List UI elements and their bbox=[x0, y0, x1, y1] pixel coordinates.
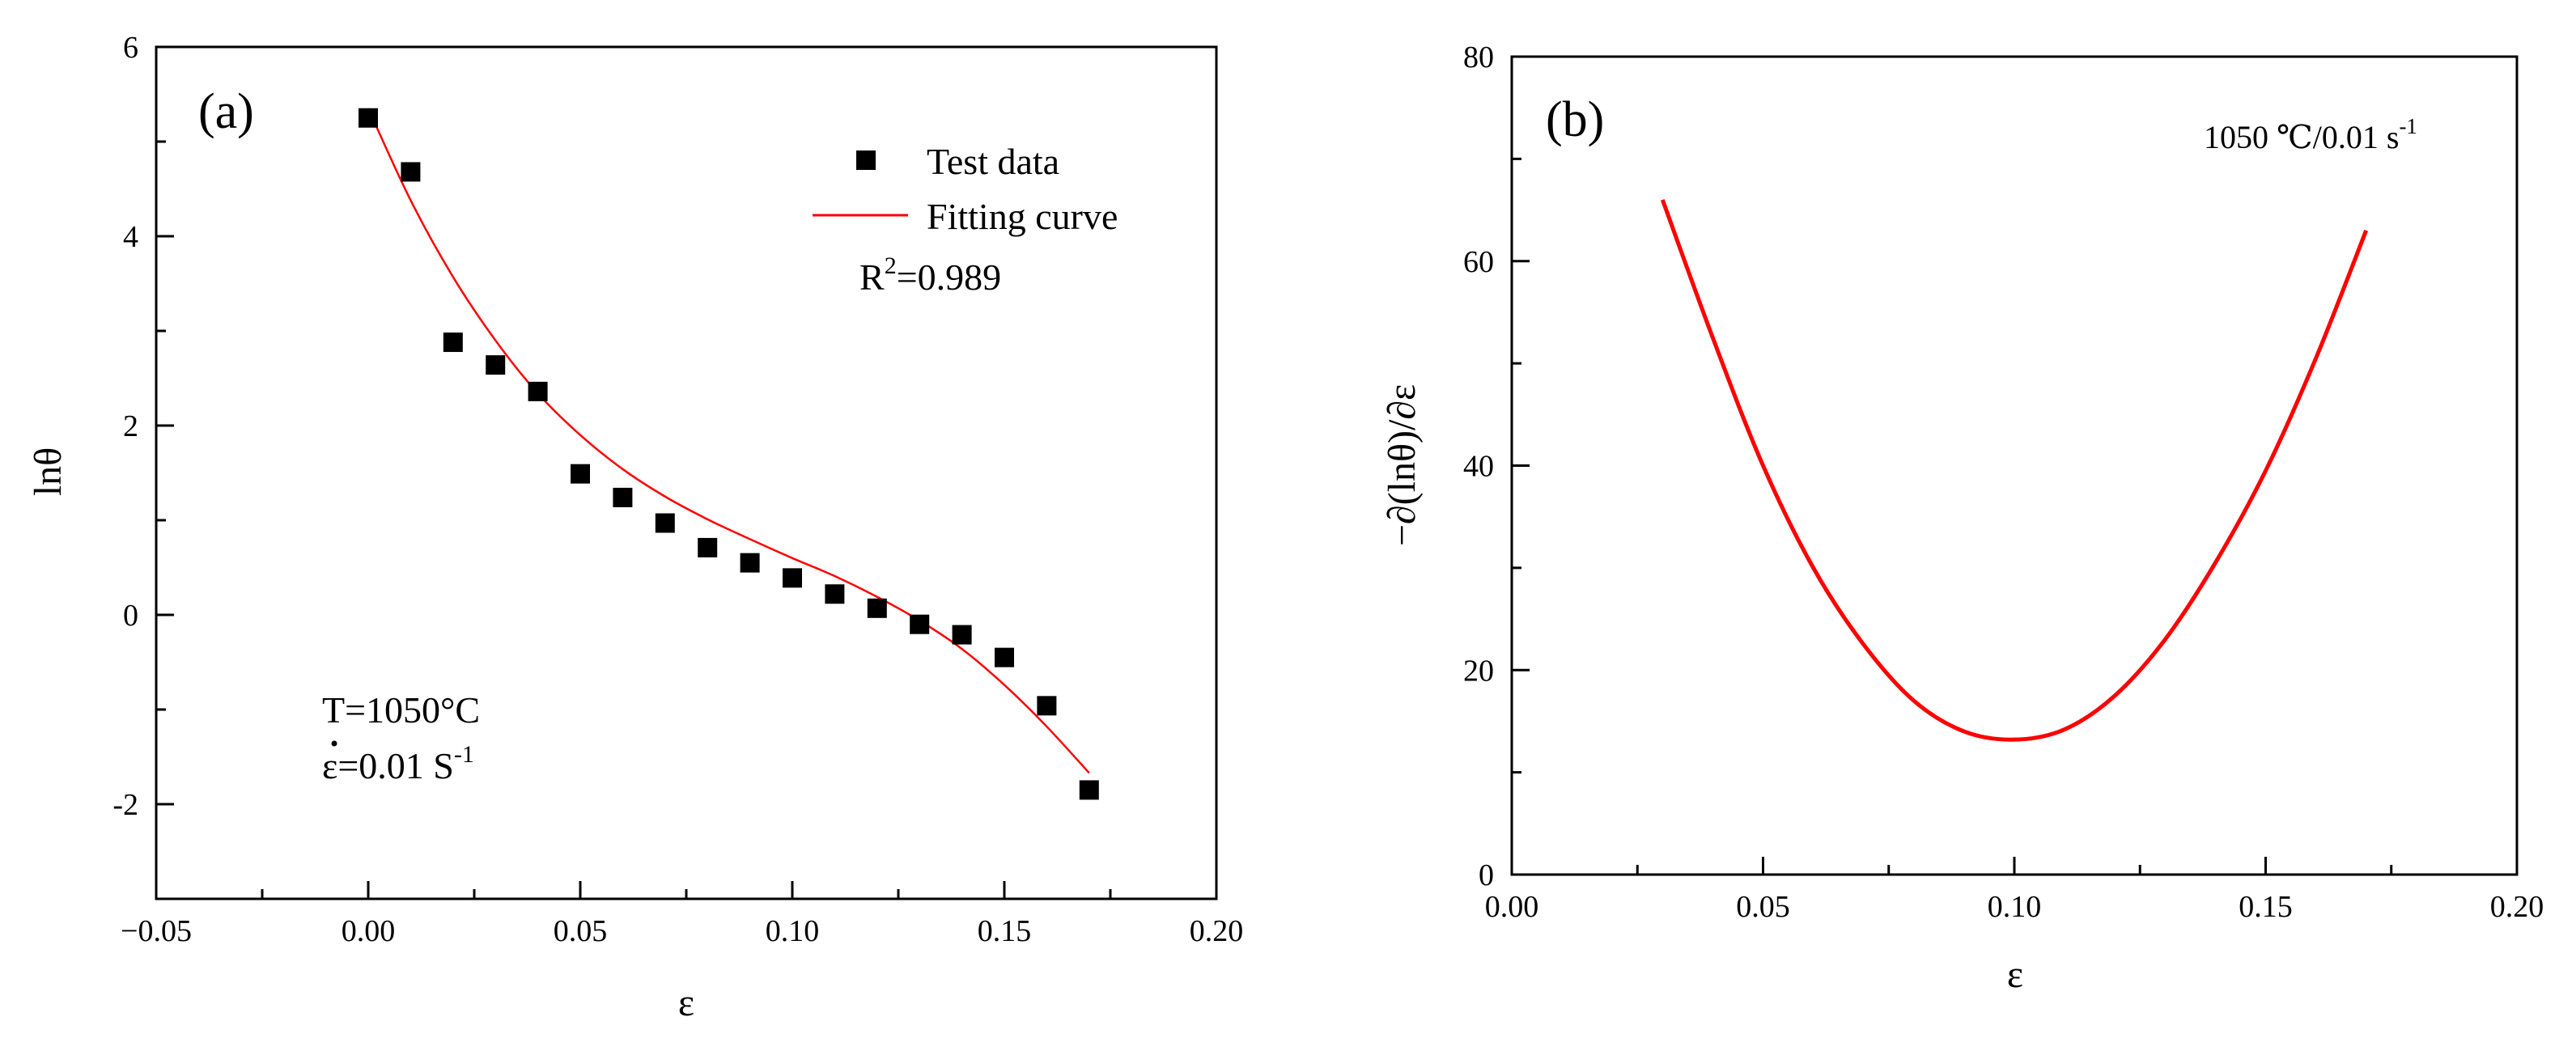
data-point bbox=[655, 513, 675, 533]
data-point bbox=[740, 553, 760, 573]
strain-rate-dot bbox=[331, 740, 337, 747]
data-point bbox=[995, 647, 1014, 667]
y-tick-label: -2 bbox=[112, 788, 138, 822]
series-line-ln bbox=[1660, 199, 2369, 742]
data-point bbox=[359, 108, 378, 128]
y-tick-label: 0 bbox=[123, 599, 138, 633]
data-point bbox=[571, 464, 590, 484]
condition-sup: -1 bbox=[2399, 114, 2417, 138]
strain-rate-sup: -1 bbox=[454, 741, 474, 768]
condition-base: 1050 ℃/0.01 s bbox=[2204, 119, 2399, 155]
r-squared-value: =0.989 bbox=[897, 256, 1001, 298]
panel-a-y-tick-labels: -2 0 2 4 6 bbox=[112, 31, 138, 822]
panel-b-plot-frame bbox=[1510, 55, 2519, 876]
panel-b-y-axis-title: −∂(lnθ)/∂ε bbox=[1381, 384, 1424, 546]
panel-b-y-tick-labels: 0 20 40 60 80 bbox=[1463, 40, 1494, 892]
x-tick-label: 0.05 bbox=[554, 914, 608, 948]
y-tick-label: 80 bbox=[1463, 40, 1494, 74]
y-tick-label: 4 bbox=[123, 220, 138, 254]
panel-b-ticks bbox=[1510, 55, 2519, 876]
y-tick-label: 6 bbox=[123, 31, 138, 65]
x-tick-label: 0.20 bbox=[2490, 890, 2544, 924]
data-point bbox=[613, 487, 633, 507]
y-tick-label: 20 bbox=[1463, 654, 1494, 688]
panel-a-legend: Test data Fitting curve bbox=[813, 141, 1118, 237]
strain-rate-base: ε=0.01 S bbox=[322, 745, 454, 786]
x-tick-label: 0.00 bbox=[342, 914, 396, 948]
x-tick-label: 0.00 bbox=[1485, 890, 1539, 924]
x-tick-label: 0.15 bbox=[978, 914, 1032, 948]
data-point bbox=[867, 598, 887, 618]
panel-a: −0.05 0.00 0.05 0.10 0.15 0.20 -2 0 2 4 6 (a) Tes… bbox=[27, 31, 1243, 1024]
y-tick-label: 60 bbox=[1463, 245, 1494, 279]
data-point bbox=[1037, 696, 1057, 716]
panel-a-x-axis-title: ε bbox=[678, 981, 694, 1024]
r-squared-sup: 2 bbox=[885, 252, 897, 279]
y-tick-label: 40 bbox=[1463, 450, 1494, 484]
r-squared-base: R bbox=[859, 256, 885, 298]
x-tick-label: 0.10 bbox=[766, 914, 820, 948]
x-tick-label: −0.05 bbox=[121, 914, 192, 948]
condition-annotation: 1050 ℃/0.01 s-1 bbox=[2204, 114, 2417, 155]
panel-a-y-axis-title: lnθ bbox=[27, 447, 70, 496]
data-point bbox=[783, 568, 802, 588]
data-point bbox=[1079, 780, 1099, 800]
x-tick-label: 0.15 bbox=[2239, 890, 2293, 924]
legend-label-test-data: Test data bbox=[927, 141, 1059, 182]
panel-b-x-axis-title: ε bbox=[2007, 953, 2023, 996]
r-squared-annotation: R2=0.989 bbox=[859, 252, 1001, 298]
data-point bbox=[910, 614, 930, 634]
data-point bbox=[952, 625, 972, 645]
data-point bbox=[443, 333, 463, 353]
panel-a-test-data-layer bbox=[359, 108, 1099, 800]
data-point bbox=[825, 584, 845, 604]
panel-b-label: (b) bbox=[1546, 92, 1604, 147]
legend-marker-test-data bbox=[856, 150, 876, 170]
x-tick-label: 0.05 bbox=[1736, 890, 1790, 924]
x-tick-label: 0.20 bbox=[1190, 914, 1244, 948]
data-point bbox=[401, 162, 421, 182]
data-point bbox=[486, 355, 506, 375]
x-tick-label: 0.10 bbox=[1988, 890, 2042, 924]
panel-b-curve-layer bbox=[1660, 199, 2369, 742]
panel-a-label: (a) bbox=[198, 84, 254, 139]
temperature-annotation: T=1050°C bbox=[322, 689, 480, 731]
panel-a-x-tick-labels: −0.05 0.00 0.05 0.10 0.15 0.20 bbox=[121, 914, 1243, 948]
data-point bbox=[698, 537, 718, 557]
y-tick-label: 2 bbox=[123, 409, 138, 443]
data-point bbox=[528, 381, 548, 401]
y-tick-label: 0 bbox=[1479, 858, 1494, 892]
strain-rate-annotation: ε=0.01 S-1 bbox=[322, 741, 474, 786]
series-line-fitting-curve bbox=[367, 108, 1090, 774]
panel-b: 0.00 0.05 0.10 0.15 0.20 0 20 40 60 80 (b) 1050 … bbox=[1381, 40, 2544, 996]
panel-a-ticks bbox=[155, 45, 1218, 899]
legend-label-fitting-curve: Fitting curve bbox=[927, 196, 1118, 237]
panel-a-fitting-curve-layer bbox=[367, 108, 1090, 774]
panel-b-x-tick-labels: 0.00 0.05 0.10 0.15 0.20 bbox=[1485, 890, 2544, 924]
